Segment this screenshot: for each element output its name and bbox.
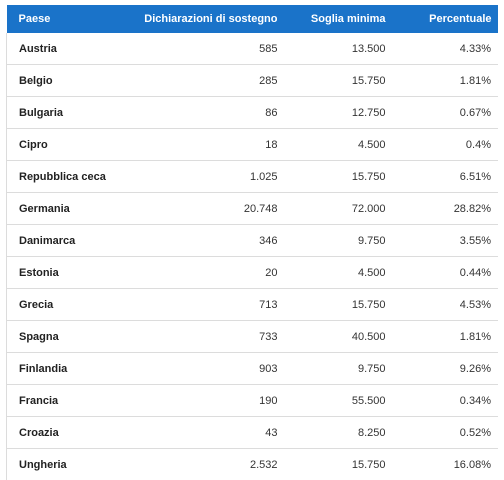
value-cell: 13.500 [284, 33, 393, 65]
table-body: Austria 585 13.500 4.33% Belgio 285 15.750 1.81… [6, 33, 498, 480]
table-row: Finlandia 903 9.750 9.26% [6, 352, 498, 385]
value-cell: 55.500 [284, 384, 393, 417]
value-cell: 12.750 [284, 96, 393, 129]
value-cell: 9.750 [284, 352, 393, 385]
value-cell: 0.52% [392, 416, 498, 449]
value-cell: 1.81% [392, 64, 498, 97]
value-cell: 190 [134, 384, 285, 417]
value-cell: 15.750 [284, 448, 393, 480]
value-cell: 0.4% [392, 128, 498, 161]
value-cell: 15.750 [284, 288, 393, 321]
value-cell: 43 [134, 416, 285, 449]
table-row: Bulgaria 86 12.750 0.67% [6, 96, 498, 129]
value-cell: 1.025 [134, 160, 285, 193]
value-cell: 20 [134, 256, 285, 289]
table-row: Francia 190 55.500 0.34% [6, 384, 498, 417]
value-cell: 16.08% [392, 448, 498, 480]
country-cell: Germania [6, 192, 135, 225]
table-row: Estonia 20 4.500 0.44% [6, 256, 498, 289]
value-cell: 8.250 [284, 416, 393, 449]
value-cell: 72.000 [284, 192, 393, 225]
country-cell: Cipro [6, 128, 135, 161]
table-row: Ungheria 2.532 15.750 16.08% [6, 448, 498, 480]
value-cell: 0.34% [392, 384, 498, 417]
table-container: Paese Dichiarazioni di sostegno Soglia min… [6, 5, 498, 480]
header-cell: Paese [6, 5, 135, 33]
value-cell: 0.44% [392, 256, 498, 289]
value-cell: 4.500 [284, 128, 393, 161]
table: Paese Dichiarazioni di sostegno Soglia min… [6, 5, 498, 480]
value-cell: 285 [134, 64, 285, 97]
country-cell: Estonia [6, 256, 135, 289]
value-cell: 3.55% [392, 224, 498, 257]
value-cell: 18 [134, 128, 285, 161]
country-cell: Spagna [6, 320, 135, 353]
value-cell: 9.26% [392, 352, 498, 385]
table-row: Spagna 733 40.500 1.81% [6, 320, 498, 353]
table-row: Austria 585 13.500 4.33% [6, 33, 498, 65]
value-cell: 903 [134, 352, 285, 385]
country-cell: Belgio [6, 64, 135, 97]
country-cell: Francia [6, 384, 135, 417]
value-cell: 0.67% [392, 96, 498, 129]
value-cell: 9.750 [284, 224, 393, 257]
country-cell: Danimarca [6, 224, 135, 257]
header-cell: Percentuale [392, 5, 498, 33]
country-cell: Grecia [6, 288, 135, 321]
header-cell: Dichiarazioni di sostegno [134, 5, 285, 33]
country-cell: Bulgaria [6, 96, 135, 129]
country-cell: Finlandia [6, 352, 135, 385]
value-cell: 4.33% [392, 33, 498, 65]
value-cell: 585 [134, 33, 285, 65]
table-row: Belgio 285 15.750 1.81% [6, 64, 498, 97]
country-cell: Ungheria [6, 448, 135, 480]
value-cell: 15.750 [284, 160, 393, 193]
value-cell: 4.53% [392, 288, 498, 321]
country-cell: Repubblica ceca [6, 160, 135, 193]
value-cell: 713 [134, 288, 285, 321]
value-cell: 2.532 [134, 448, 285, 480]
table-row: Danimarca 346 9.750 3.55% [6, 224, 498, 257]
table-row: Croazia 43 8.250 0.52% [6, 416, 498, 449]
value-cell: 346 [134, 224, 285, 257]
table-row: Germania 20.748 72.000 28.82% [6, 192, 498, 225]
country-cell: Croazia [6, 416, 135, 449]
country-cell: Austria [6, 33, 135, 65]
value-cell: 6.51% [392, 160, 498, 193]
header-row: Paese Dichiarazioni di sostegno Soglia min… [6, 5, 498, 33]
value-cell: 733 [134, 320, 285, 353]
value-cell: 40.500 [284, 320, 393, 353]
table-row: Repubblica ceca 1.025 15.750 6.51% [6, 160, 498, 193]
value-cell: 28.82% [392, 192, 498, 225]
table-row: Cipro 18 4.500 0.4% [6, 128, 498, 161]
value-cell: 86 [134, 96, 285, 129]
value-cell: 15.750 [284, 64, 393, 97]
value-cell: 4.500 [284, 256, 393, 289]
header-cell: Soglia minima [284, 5, 393, 33]
value-cell: 20.748 [134, 192, 285, 225]
value-cell: 1.81% [392, 320, 498, 353]
table-row: Grecia 713 15.750 4.53% [6, 288, 498, 321]
